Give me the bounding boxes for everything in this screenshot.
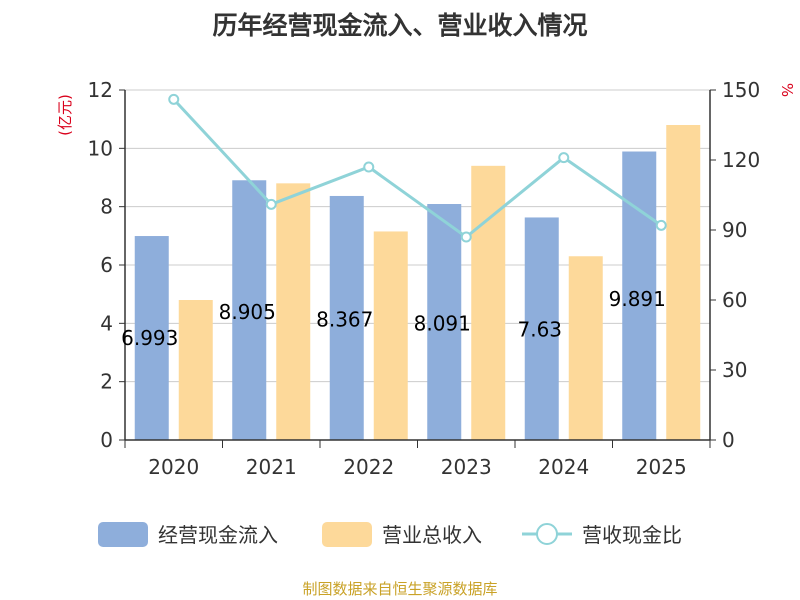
bar-cash-inflow: [134, 236, 169, 440]
y-right-tick-label: 0: [722, 428, 735, 452]
y-left-tick-label: 2: [100, 370, 113, 394]
chart-title: 历年经营现金流入、营业收入情况: [212, 11, 588, 40]
x-tick-label: 2023: [441, 455, 492, 479]
y-right-tick-label: 90: [722, 218, 747, 242]
bar-total-revenue: [276, 183, 311, 441]
bar-total-revenue: [373, 231, 408, 440]
ratio-point: [363, 161, 375, 173]
legend-swatch-total-revenue: [322, 522, 372, 547]
ratio-line: [172, 98, 663, 239]
x-tick-label: 2024: [538, 455, 589, 479]
bar-cash-inflow: [232, 180, 267, 441]
y-left-tick-label: 4: [100, 311, 113, 335]
legend-label-total-revenue: 营业总收入: [382, 523, 482, 547]
y-right-tick-label: 30: [722, 358, 747, 382]
y-left-unit: (亿元): [56, 94, 74, 136]
bar-data-label: 7.63: [517, 318, 562, 342]
ratio-point: [558, 152, 570, 164]
x-tick-label: 2022: [343, 455, 394, 479]
bar-cash-inflow: [329, 195, 364, 440]
y-left-tick-label: 12: [88, 78, 113, 102]
y-left-tick-label: 6: [100, 253, 113, 277]
legend-label-cash-inflow: 经营现金流入: [158, 523, 278, 547]
legend-label-ratio: 营收现金比: [582, 523, 682, 547]
bar-cash-inflow: [524, 217, 559, 440]
ratio-point: [655, 219, 667, 231]
bar-cash-inflow: [427, 204, 462, 440]
ratio-point: [168, 93, 180, 105]
bar-data-label: 8.091: [414, 311, 471, 335]
ratio-point: [460, 231, 472, 243]
y-right-tick-label: 150: [722, 78, 760, 102]
y-left-tick-label: 8: [100, 195, 113, 219]
legend-swatch-cash-inflow: [98, 522, 148, 547]
y-right-unit: %: [778, 83, 796, 97]
bar-total-revenue: [666, 125, 701, 440]
bar-data-label: 8.367: [316, 308, 373, 332]
ratio-point: [265, 198, 277, 210]
bar-data-label: 9.891: [609, 287, 666, 311]
y-right-tick-label: 60: [722, 288, 747, 312]
bar-data-label: 8.905: [219, 300, 276, 324]
x-tick-label: 2025: [636, 455, 687, 479]
y-left-tick-label: 10: [88, 136, 113, 160]
x-tick-label: 2021: [246, 455, 297, 479]
bar-total-revenue: [471, 165, 506, 441]
bar-data-label: 6.993: [121, 326, 178, 350]
y-right-tick-label: 120: [722, 148, 760, 172]
legend-swatch-ratio-point: [536, 523, 558, 545]
data-source-note: 制图数据来自恒生聚源数据库: [302, 580, 498, 598]
bar-total-revenue: [178, 300, 213, 440]
x-tick-label: 2020: [148, 455, 199, 479]
bar-cash-inflow: [622, 151, 657, 440]
bar-total-revenue: [568, 256, 603, 440]
y-left-tick-label: 0: [100, 428, 113, 452]
